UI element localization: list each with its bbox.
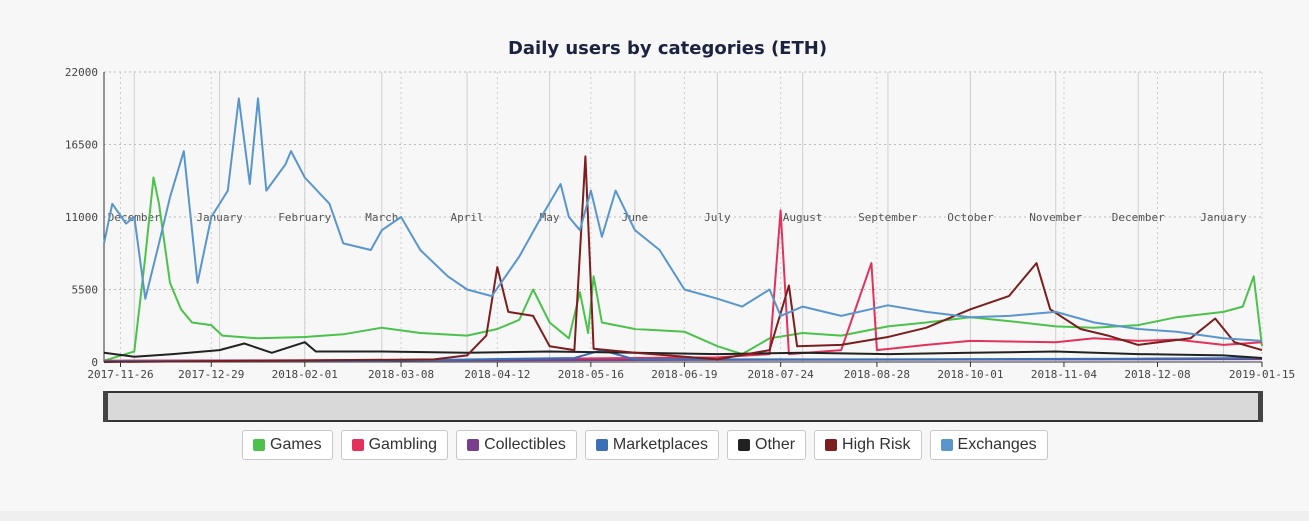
x-tick-label: 2018-03-08 bbox=[368, 368, 434, 381]
footer-strip bbox=[0, 511, 1309, 521]
month-label: July bbox=[704, 211, 731, 224]
legend-swatch bbox=[825, 439, 838, 451]
x-tick-label: 2018-07-24 bbox=[748, 368, 815, 381]
y-tick-label: 16500 bbox=[65, 139, 98, 152]
legend-label: Marketplaces bbox=[612, 436, 709, 453]
legend-swatch bbox=[738, 439, 751, 451]
legend-swatch bbox=[253, 439, 265, 451]
series-line-games bbox=[103, 176, 1263, 362]
legend-item-other[interactable]: Other bbox=[727, 430, 807, 460]
month-label: November bbox=[1029, 211, 1082, 224]
range-selector[interactable] bbox=[103, 391, 1263, 422]
legend-swatch bbox=[595, 439, 608, 451]
y-tick-label: 22000 bbox=[65, 66, 98, 79]
series-lines bbox=[103, 97, 1263, 363]
legend-item-collectibles[interactable]: Collectibles bbox=[456, 430, 577, 460]
range-selector-track[interactable] bbox=[103, 391, 1263, 422]
month-label: September bbox=[858, 211, 918, 224]
legend-label: Gambling bbox=[368, 436, 438, 453]
series-line-gambling bbox=[103, 209, 1263, 362]
x-tick-label: 2017-11-26 bbox=[87, 368, 153, 381]
x-tick-label: 2018-12-08 bbox=[1124, 368, 1190, 381]
x-tick-label: 2018-10-01 bbox=[937, 368, 1003, 381]
chart-title: Daily users by categories (ETH) bbox=[507, 38, 828, 59]
month-label: January bbox=[196, 211, 243, 224]
series-line-exchanges bbox=[103, 97, 1263, 342]
legend-item-gambling[interactable]: Gambling bbox=[340, 430, 449, 460]
legend-swatch bbox=[351, 439, 364, 451]
legend-label: Other bbox=[755, 436, 796, 453]
month-label: June bbox=[622, 211, 649, 224]
x-tick-label: 2018-02-01 bbox=[272, 368, 338, 381]
line-chart: December January February March April May June… bbox=[65, 66, 1295, 422]
x-tick-label: 2018-11-04 bbox=[1031, 368, 1098, 381]
month-label: April bbox=[451, 211, 484, 224]
legend-label: Games bbox=[270, 436, 322, 453]
grid bbox=[104, 71, 1263, 363]
y-tick-label: 11000 bbox=[65, 211, 98, 224]
series-line-other bbox=[103, 341, 1263, 359]
legend-item-high-risk[interactable]: High Risk bbox=[814, 430, 922, 460]
legend-label: Collectibles bbox=[484, 436, 566, 453]
legend-item-marketplaces[interactable]: Marketplaces bbox=[584, 430, 720, 460]
legend-item-games[interactable]: Games bbox=[242, 430, 333, 460]
range-handle-right[interactable] bbox=[1258, 391, 1263, 422]
x-tick-label: 2017-12-29 bbox=[178, 368, 244, 381]
x-tick-label: 2018-04-12 bbox=[464, 368, 530, 381]
series-line-high-risk bbox=[103, 155, 1263, 363]
legend-swatch bbox=[467, 439, 480, 451]
x-tick-label: 2019-01-15 bbox=[1229, 368, 1295, 381]
legend: Games Gambling Collectibles Marketplaces Oth… bbox=[242, 430, 1048, 460]
month-labels: December January February March April May June… bbox=[108, 72, 1247, 362]
month-label: May bbox=[540, 211, 560, 224]
month-label: December bbox=[1112, 211, 1165, 224]
range-handle-left[interactable] bbox=[103, 391, 108, 422]
month-label: January bbox=[1200, 211, 1247, 224]
legend-item-exchanges[interactable]: Exchanges bbox=[929, 430, 1048, 460]
y-tick-label: 5500 bbox=[72, 284, 99, 297]
month-label: October bbox=[947, 211, 994, 224]
month-label: March bbox=[365, 211, 398, 224]
legend-label: Exchanges bbox=[957, 436, 1037, 453]
legend-label: High Risk bbox=[842, 436, 911, 453]
x-tick-label: 2018-06-19 bbox=[651, 368, 717, 381]
month-label: February bbox=[278, 211, 331, 224]
x-tick-label: 2018-05-16 bbox=[558, 368, 624, 381]
legend-swatch bbox=[940, 439, 953, 451]
y-tick-label: 0 bbox=[91, 356, 98, 369]
month-label: August bbox=[783, 211, 823, 224]
x-tick-label: 2018-08-28 bbox=[844, 368, 910, 381]
